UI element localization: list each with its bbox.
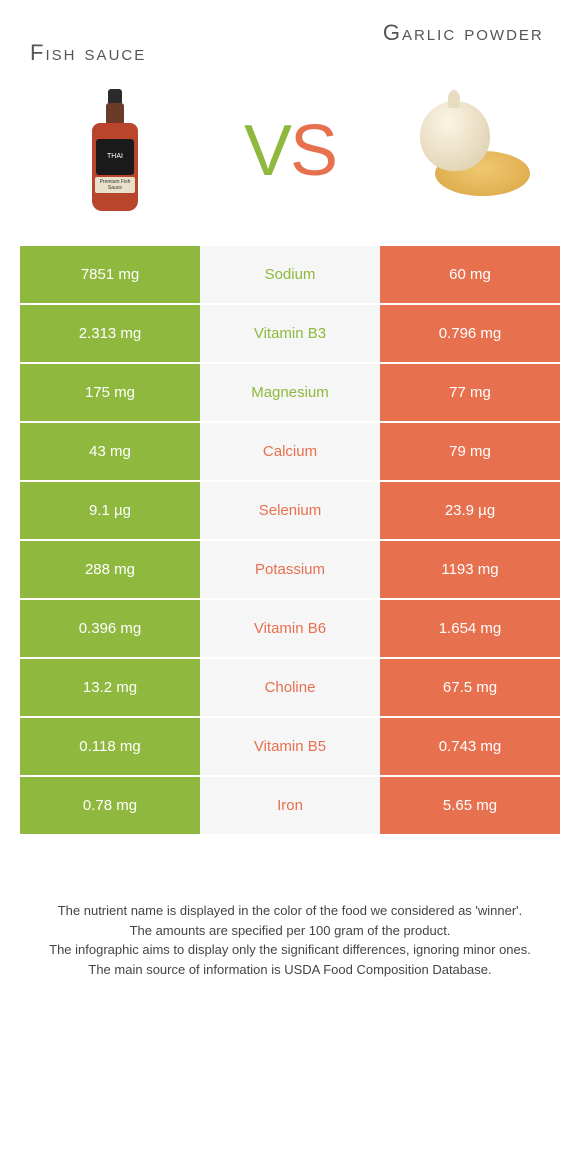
footer-notes: The nutrient name is displayed in the co… (0, 836, 580, 999)
left-value: 175 mg (20, 364, 200, 421)
nutrient-name: Potassium (200, 541, 380, 598)
food-left-title: Fish sauce (30, 40, 203, 66)
food-left-header: Fish sauce (30, 20, 203, 66)
right-value: 79 mg (380, 423, 560, 480)
nutrient-name: Vitamin B3 (200, 305, 380, 362)
left-value: 9.1 µg (20, 482, 200, 539)
nutrient-name: Sodium (200, 246, 380, 303)
left-value: 0.78 mg (20, 777, 200, 834)
nutrient-name: Iron (200, 777, 380, 834)
food-right-title: Garlic powder (377, 20, 550, 46)
table-row: 0.396 mgVitamin B61.654 mg (20, 600, 560, 657)
nutrient-name: Vitamin B6 (200, 600, 380, 657)
right-value: 60 mg (380, 246, 560, 303)
footer-line-4: The main source of information is USDA F… (40, 960, 540, 980)
table-row: 7851 mgSodium60 mg (20, 246, 560, 303)
right-value: 23.9 µg (380, 482, 560, 539)
left-value: 7851 mg (20, 246, 200, 303)
table-row: 288 mgPotassium1193 mg (20, 541, 560, 598)
left-value: 2.313 mg (20, 305, 200, 362)
fish-sauce-image: THAI Premium Fish Sauce (50, 86, 180, 216)
images-row: THAI Premium Fish Sauce VS (0, 76, 580, 246)
footer-line-1: The nutrient name is displayed in the co… (40, 901, 540, 921)
nutrient-name: Choline (200, 659, 380, 716)
table-row: 0.118 mgVitamin B50.743 mg (20, 718, 560, 775)
table-row: 2.313 mgVitamin B30.796 mg (20, 305, 560, 362)
table-row: 43 mgCalcium79 mg (20, 423, 560, 480)
nutrient-name: Selenium (200, 482, 380, 539)
table-row: 175 mgMagnesium77 mg (20, 364, 560, 421)
right-value: 67.5 mg (380, 659, 560, 716)
table-row: 9.1 µgSelenium23.9 µg (20, 482, 560, 539)
header-row: Fish sauce Garlic powder (0, 0, 580, 76)
left-value: 13.2 mg (20, 659, 200, 716)
table-row: 0.78 mgIron5.65 mg (20, 777, 560, 834)
right-value: 5.65 mg (380, 777, 560, 834)
left-value: 288 mg (20, 541, 200, 598)
footer-line-3: The infographic aims to display only the… (40, 940, 540, 960)
footer-line-2: The amounts are specified per 100 gram o… (40, 921, 540, 941)
right-value: 0.743 mg (380, 718, 560, 775)
right-value: 1193 mg (380, 541, 560, 598)
table-row: 13.2 mgCholine67.5 mg (20, 659, 560, 716)
nutrient-name: Magnesium (200, 364, 380, 421)
nutrient-name: Vitamin B5 (200, 718, 380, 775)
food-right-header: Garlic powder (377, 20, 550, 46)
garlic-powder-image (400, 86, 530, 216)
left-value: 43 mg (20, 423, 200, 480)
right-value: 1.654 mg (380, 600, 560, 657)
left-value: 0.118 mg (20, 718, 200, 775)
left-value: 0.396 mg (20, 600, 200, 657)
nutrient-name: Calcium (200, 423, 380, 480)
vs-label: VS (244, 110, 336, 192)
right-value: 77 mg (380, 364, 560, 421)
comparison-table: 7851 mgSodium60 mg2.313 mgVitamin B30.79… (0, 246, 580, 834)
right-value: 0.796 mg (380, 305, 560, 362)
